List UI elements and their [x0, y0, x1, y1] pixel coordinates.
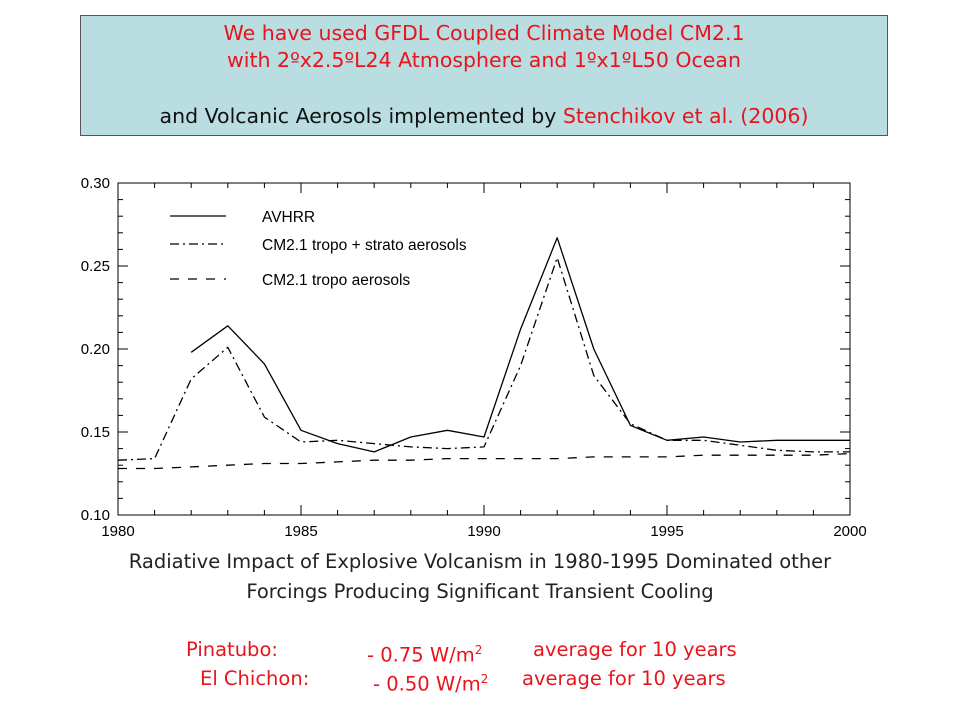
impact-value-pinatubo-text: - 0.75 W/m [367, 643, 475, 667]
caption-line-1: Radiative Impact of Explosive Volcanism … [128, 550, 832, 573]
impact-unit-exponent: 2 [480, 672, 489, 686]
chart: 1980 1985 1990 1995 2000 0.10 0.15 0.20 0.25 0.30… [81, 175, 867, 540]
series-avhrr-line [190, 237, 850, 453]
x-tick-label: 1995 [650, 523, 683, 540]
axis-ticks [117, 182, 851, 516]
impact-value-pinatubo: - 0.75 W/m2 [367, 637, 482, 669]
impact-note-el-chichon: average for 10 years [522, 667, 726, 690]
x-tick-label: 1980 [101, 523, 134, 540]
tick-labels: 1980 1985 1990 1995 2000 0.10 0.15 0.20 0.25 0.30 [81, 175, 867, 540]
x-tick-label: 1985 [284, 523, 317, 540]
series-lines [117, 237, 851, 470]
y-tick-label: 0.20 [81, 341, 110, 358]
x-tick-label: 1990 [467, 523, 500, 540]
header-line-2: with 2ºx2.5ºL24 Atmosphere and 1ºx1ºL50 … [227, 48, 741, 72]
legend: AVHRR CM2.1 tropo + strato aerosols CM2.1 … [170, 209, 467, 289]
header-citation: Stenchikov et al. (2006) [562, 104, 809, 128]
y-tick-label: 0.25 [81, 258, 110, 275]
y-tick-label: 0.15 [81, 424, 110, 441]
legend-label: CM2.1 tropo aerosols [262, 272, 410, 289]
series-strato-line [117, 257, 850, 461]
impact-note-pinatubo: average for 10 years [533, 638, 737, 661]
impact-value-el-chichon-text: - 0.50 W/m [373, 672, 481, 696]
impact-name-pinatubo: Pinatubo: [186, 638, 278, 661]
header-line-3: and Volcanic Aerosols implemented by Ste… [81, 103, 887, 129]
legend-label: CM2.1 tropo + strato aerosols [262, 237, 467, 254]
y-tick-label: 0.10 [81, 507, 110, 524]
y-tick-label: 0.30 [81, 175, 110, 192]
impact-value-el-chichon: - 0.50 W/m2 [373, 666, 488, 698]
series-tropo-line [118, 452, 851, 470]
legend-label: AVHRR [262, 209, 315, 226]
header-line-1: We have used GFDL Coupled Climate Model … [223, 21, 745, 45]
header-line-3-text: and Volcanic Aerosols implemented by [159, 104, 563, 128]
caption-line-2: Forcings Producing Significant Transient… [246, 580, 714, 603]
impact-unit-exponent: 2 [474, 643, 483, 657]
header-box: We have used GFDL Coupled Climate Model … [80, 15, 888, 136]
impact-name-el-chichon: El Chichon: [200, 667, 310, 690]
x-tick-label: 2000 [833, 523, 866, 540]
